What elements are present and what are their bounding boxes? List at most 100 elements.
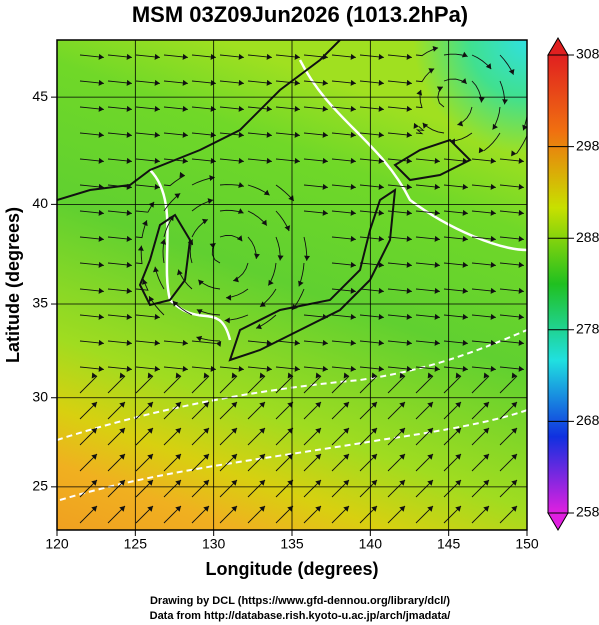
colorbar-body: [547, 54, 569, 514]
streamline-arrow: [126, 209, 132, 216]
streamline-arrow: [256, 323, 262, 330]
streamline-arrow: [378, 261, 384, 268]
colorbar-tick-label: 288: [576, 229, 599, 245]
streamline-arrow: [322, 157, 328, 164]
streamline-arrow: [98, 261, 104, 268]
streamline-arrow: [511, 372, 517, 379]
streamline-arrow: [378, 183, 384, 190]
streamline-arrow: [434, 313, 440, 320]
streamline-arrow: [522, 124, 527, 131]
streamline-arrow: [350, 209, 356, 216]
streamline-arrow: [126, 339, 132, 346]
streamline-arrow: [294, 79, 300, 86]
x-axis-label: Longitude (degrees): [205, 559, 378, 579]
streamline-arrow: [238, 182, 244, 188]
streamline-arrow: [91, 454, 97, 460]
streamline-arrow: [315, 506, 321, 512]
streamline-arrow: [126, 53, 132, 60]
streamline-arrow: [350, 53, 356, 60]
streamline-arrow: [287, 402, 293, 408]
streamline: [135, 375, 154, 394]
streamline-arrow: [266, 53, 272, 60]
streamline-arrow: [238, 365, 244, 372]
streamline-arrow: [287, 506, 293, 512]
streamline-arrow: [203, 372, 209, 379]
streamline-arrow: [378, 53, 384, 60]
streamline-arrow: [322, 105, 328, 112]
streamline-arrow: [266, 339, 272, 346]
streamline-arrow: [175, 402, 181, 408]
streamline-arrow: [502, 99, 508, 105]
streamline: [275, 375, 294, 394]
streamline-arrow: [207, 198, 214, 204]
streamline-arrow: [187, 239, 194, 246]
streamline-arrow: [233, 276, 239, 283]
streamline-arrow: [483, 454, 489, 460]
streamline-arrow: [434, 287, 440, 294]
streamline-arrow: [508, 69, 515, 75]
streamline-arrow: [350, 365, 356, 372]
streamline-arrow: [511, 428, 517, 434]
streamline-arrow: [98, 287, 104, 294]
streamline-arrow: [198, 279, 204, 286]
streamline-arrow: [427, 506, 433, 512]
streamline-arrow: [259, 506, 265, 512]
streamline-arrow: [98, 157, 104, 164]
streamline-arrow: [175, 372, 181, 379]
streamline-arrow: [518, 365, 524, 372]
streamline-arrow: [287, 372, 293, 379]
streamline: [219, 375, 238, 394]
streamline-arrow: [434, 157, 440, 164]
streamline-arrow: [231, 454, 237, 460]
streamline-arrow: [294, 339, 300, 346]
streamline-arrow: [322, 53, 328, 60]
coastline: [228, 187, 397, 362]
streamline-arrow: [462, 209, 468, 216]
streamline-arrow: [98, 79, 104, 86]
streamline-arrow: [147, 428, 153, 434]
streamline-arrow: [315, 454, 321, 460]
streamline-arrow: [196, 335, 203, 342]
streamline-arrow: [215, 340, 222, 347]
streamline-arrow: [406, 339, 412, 346]
streamline-arrow: [98, 339, 104, 346]
streamline-arrow: [518, 287, 524, 294]
streamline: [79, 375, 98, 394]
streamline-arrow: [177, 269, 183, 276]
streamline-arrow: [350, 261, 356, 268]
streamline-arrow: [455, 506, 461, 512]
streamline-arrow: [203, 506, 209, 512]
y-tick-label: 40: [32, 195, 48, 211]
streamline-arrow: [148, 296, 155, 303]
streamline-arrow: [343, 372, 349, 379]
streamline: [528, 81, 531, 105]
streamline-arrow: [294, 131, 300, 138]
streamline-arrow: [490, 261, 496, 268]
streamline-arrow: [490, 287, 496, 294]
streamline: [163, 175, 186, 187]
streamline-arrow: [287, 480, 293, 486]
streamline-arrow: [236, 235, 243, 242]
streamline-arrow: [350, 235, 356, 242]
streamline-arrow: [434, 235, 440, 242]
streamline-arrow: [406, 365, 412, 372]
title: MSM 03Z09Jun2026 (1013.2hPa): [132, 2, 468, 27]
streamline-arrow: [518, 313, 524, 320]
streamline-arrow: [378, 235, 384, 242]
streamline-arrow: [539, 402, 545, 408]
streamline: [359, 375, 378, 394]
streamline-arrow: [268, 279, 274, 286]
streamline-arrow: [406, 157, 412, 164]
streamline-arrow: [154, 53, 160, 60]
streamline-arrow: [455, 454, 461, 460]
streamline: [483, 132, 501, 152]
streamline-arrow: [378, 79, 384, 86]
x-tick-label: 120: [45, 536, 69, 552]
streamline-arrow: [427, 454, 433, 460]
streamline-arrow: [378, 339, 384, 346]
streamline-arrow: [462, 287, 468, 294]
streamline-arrow: [126, 131, 132, 138]
streamline-arrow: [98, 313, 104, 320]
streamline: [415, 126, 425, 135]
streamline-arrow: [406, 209, 412, 216]
